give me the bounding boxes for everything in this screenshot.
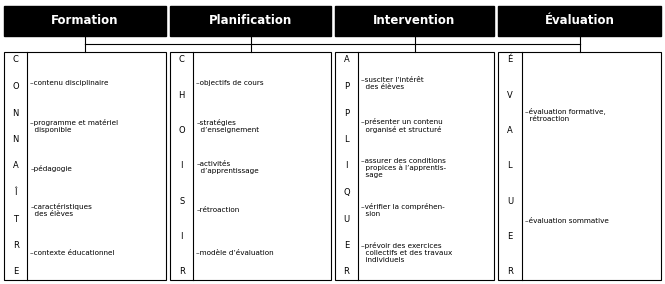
Text: –programme et matériel
  disponible: –programme et matériel disponible: [31, 119, 118, 133]
Text: É: É: [507, 55, 513, 64]
Text: L: L: [344, 135, 349, 144]
Text: P: P: [344, 82, 349, 91]
Text: T: T: [13, 214, 18, 224]
Text: –rétroaction: –rétroaction: [196, 207, 239, 213]
Text: N: N: [13, 135, 19, 144]
Text: I: I: [180, 232, 183, 241]
Text: –évaluation formative,
  rétroaction: –évaluation formative, rétroaction: [525, 108, 605, 122]
Text: E: E: [507, 232, 513, 241]
Text: N: N: [13, 108, 19, 118]
Text: S: S: [179, 197, 184, 206]
Text: –pédagogie: –pédagogie: [31, 164, 72, 172]
FancyBboxPatch shape: [170, 6, 331, 36]
Text: H: H: [178, 91, 185, 100]
FancyBboxPatch shape: [335, 6, 494, 36]
Text: U: U: [507, 197, 513, 206]
Text: C: C: [13, 55, 19, 64]
Text: –assurer des conditions
  propices à l’apprentis-
  sage: –assurer des conditions propices à l’app…: [361, 158, 446, 178]
Text: –activités
  d’apprentissage: –activités d’apprentissage: [196, 162, 259, 174]
Text: A: A: [507, 126, 513, 135]
Text: Î: Î: [15, 188, 17, 197]
Text: P: P: [344, 108, 349, 118]
Text: –caractéristiques
  des élèves: –caractéristiques des élèves: [31, 203, 92, 217]
Text: E: E: [344, 241, 349, 250]
Text: V: V: [507, 91, 513, 100]
FancyBboxPatch shape: [498, 6, 661, 36]
FancyBboxPatch shape: [4, 6, 166, 36]
Text: Q: Q: [343, 188, 350, 197]
Text: I: I: [180, 162, 183, 170]
FancyBboxPatch shape: [4, 52, 166, 280]
Text: –objectifs de cours: –objectifs de cours: [196, 80, 264, 86]
Text: –prévoir des exercices
  collectifs et des travaux
  individuels: –prévoir des exercices collectifs et des…: [361, 242, 452, 263]
Text: A: A: [13, 162, 19, 170]
Text: –évaluation sommative: –évaluation sommative: [525, 218, 608, 224]
Text: R: R: [179, 268, 185, 277]
Text: –susciter l’intérêt
  des élèves: –susciter l’intérêt des élèves: [361, 77, 424, 90]
Text: R: R: [507, 268, 513, 277]
Text: O: O: [13, 82, 19, 91]
Text: L: L: [507, 162, 512, 170]
Text: I: I: [345, 162, 348, 170]
Text: E: E: [13, 268, 19, 277]
Text: –modèle d’évaluation: –modèle d’évaluation: [196, 250, 274, 256]
Text: –stratégies
  d’enseignement: –stratégies d’enseignement: [196, 119, 259, 133]
Text: U: U: [343, 214, 350, 224]
Text: Planification: Planification: [209, 14, 292, 28]
Text: –contenu disciplinaire: –contenu disciplinaire: [31, 80, 109, 86]
Text: –présenter un contenu
  organisé et structuré: –présenter un contenu organisé et struct…: [361, 118, 443, 133]
FancyBboxPatch shape: [498, 52, 661, 280]
Text: O: O: [178, 126, 185, 135]
Text: A: A: [344, 55, 349, 64]
Text: R: R: [13, 241, 19, 250]
Text: –vérifier la compréhen-
  sion: –vérifier la compréhen- sion: [361, 203, 445, 217]
Text: –contexte éducationnel: –contexte éducationnel: [31, 250, 115, 256]
Text: Évaluation: Évaluation: [545, 14, 614, 28]
FancyBboxPatch shape: [335, 52, 494, 280]
Text: Formation: Formation: [51, 14, 119, 28]
Text: R: R: [344, 268, 350, 277]
Text: Intervention: Intervention: [373, 14, 456, 28]
FancyBboxPatch shape: [170, 52, 331, 280]
Text: C: C: [179, 55, 185, 64]
